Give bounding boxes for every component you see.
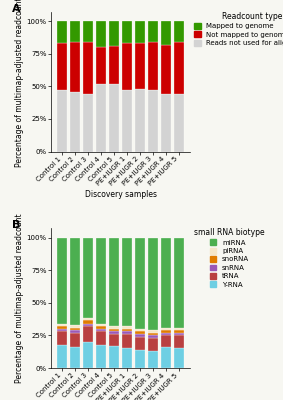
- Bar: [83, 324, 93, 326]
- Bar: [135, 89, 145, 152]
- Bar: [109, 346, 119, 368]
- Bar: [57, 238, 67, 324]
- Bar: [148, 333, 158, 335]
- Bar: [96, 329, 106, 332]
- Bar: [83, 94, 93, 152]
- Text: B: B: [12, 220, 20, 230]
- Bar: [122, 238, 132, 326]
- Bar: [135, 350, 145, 368]
- Bar: [57, 332, 67, 344]
- Bar: [70, 92, 80, 152]
- Bar: [148, 338, 158, 351]
- Bar: [161, 328, 171, 330]
- Bar: [109, 21, 119, 46]
- Text: A: A: [12, 4, 21, 14]
- Bar: [148, 335, 158, 338]
- Bar: [122, 334, 132, 348]
- Bar: [122, 348, 132, 368]
- Bar: [174, 21, 184, 42]
- Bar: [135, 238, 145, 329]
- Bar: [148, 42, 158, 90]
- Bar: [57, 21, 67, 43]
- Bar: [161, 45, 171, 94]
- Bar: [122, 43, 132, 90]
- Bar: [96, 238, 106, 324]
- Bar: [70, 238, 80, 325]
- Bar: [109, 329, 119, 332]
- Bar: [57, 324, 67, 326]
- Bar: [96, 324, 106, 326]
- Bar: [161, 333, 171, 335]
- Bar: [135, 329, 145, 332]
- Bar: [70, 42, 80, 92]
- Bar: [109, 46, 119, 84]
- Bar: [135, 43, 145, 89]
- Bar: [96, 326, 106, 329]
- Bar: [83, 42, 93, 94]
- Bar: [109, 334, 119, 346]
- Bar: [70, 325, 80, 328]
- Bar: [83, 318, 93, 320]
- Bar: [83, 21, 93, 42]
- Bar: [83, 326, 93, 342]
- Bar: [174, 238, 184, 328]
- Bar: [148, 238, 158, 330]
- Bar: [70, 21, 80, 42]
- Bar: [161, 94, 171, 152]
- Bar: [122, 332, 132, 334]
- Bar: [135, 21, 145, 43]
- Bar: [122, 326, 132, 329]
- Bar: [148, 21, 158, 42]
- Bar: [135, 337, 145, 350]
- Legend: Mapped to genome, Not mapped to genome, Reads not used for alignment: Mapped to genome, Not mapped to genome, …: [192, 9, 283, 49]
- Bar: [70, 347, 80, 368]
- Bar: [161, 330, 171, 333]
- Bar: [83, 320, 93, 324]
- Bar: [96, 47, 106, 84]
- Bar: [122, 329, 132, 332]
- Bar: [122, 21, 132, 43]
- Bar: [70, 333, 80, 347]
- Bar: [96, 84, 106, 152]
- Legend: miRNA, piRNA, snoRNA, snRNA, tRNA, Y-RNA: miRNA, piRNA, snoRNA, snRNA, tRNA, Y-RNA: [192, 226, 268, 290]
- Bar: [174, 94, 184, 152]
- Bar: [174, 333, 184, 335]
- Bar: [96, 21, 106, 47]
- Bar: [174, 330, 184, 333]
- Bar: [57, 90, 67, 152]
- Bar: [148, 90, 158, 152]
- Bar: [161, 347, 171, 368]
- Bar: [122, 90, 132, 152]
- Bar: [109, 238, 119, 326]
- Bar: [70, 328, 80, 330]
- Bar: [109, 332, 119, 334]
- Bar: [109, 84, 119, 152]
- Bar: [148, 351, 158, 368]
- Bar: [57, 329, 67, 332]
- Bar: [135, 334, 145, 337]
- Y-axis label: Percentage of multimap-adjusted readcount: Percentage of multimap-adjusted readcoun…: [15, 0, 24, 167]
- Bar: [161, 21, 171, 45]
- X-axis label: Discovery samples: Discovery samples: [85, 190, 156, 199]
- Bar: [70, 330, 80, 333]
- Bar: [148, 330, 158, 333]
- Bar: [83, 238, 93, 318]
- Bar: [174, 42, 184, 94]
- Bar: [83, 342, 93, 368]
- Bar: [174, 348, 184, 368]
- Bar: [57, 326, 67, 329]
- Bar: [96, 344, 106, 368]
- Bar: [174, 328, 184, 330]
- Bar: [161, 335, 171, 347]
- Bar: [161, 238, 171, 328]
- Bar: [96, 332, 106, 344]
- Bar: [174, 335, 184, 348]
- Bar: [109, 326, 119, 329]
- Bar: [57, 43, 67, 90]
- Bar: [57, 344, 67, 368]
- Bar: [135, 332, 145, 334]
- Y-axis label: Percentage of multimap-adjusted readcount: Percentage of multimap-adjusted readcoun…: [15, 213, 24, 383]
